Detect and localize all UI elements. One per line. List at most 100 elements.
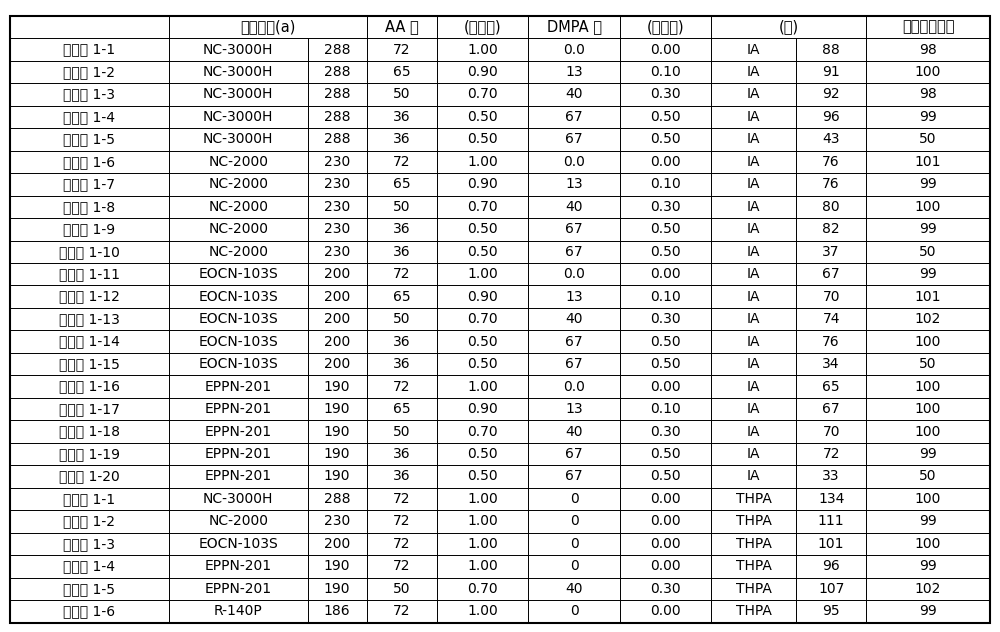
Text: 50: 50 bbox=[919, 132, 937, 147]
Bar bbox=[866, 308, 990, 331]
Text: 比较例 1-6: 比较例 1-6 bbox=[63, 604, 115, 618]
Text: 82: 82 bbox=[822, 222, 840, 236]
Bar bbox=[437, 533, 528, 555]
Bar bbox=[367, 308, 437, 331]
Bar bbox=[796, 600, 866, 623]
Text: 134: 134 bbox=[818, 492, 844, 506]
Bar bbox=[10, 128, 169, 150]
Text: 230: 230 bbox=[324, 155, 350, 169]
Text: 0.90: 0.90 bbox=[467, 178, 498, 191]
Text: 43: 43 bbox=[822, 132, 840, 147]
Bar bbox=[308, 578, 367, 600]
Bar bbox=[528, 398, 620, 420]
Bar bbox=[866, 61, 990, 83]
Text: 67: 67 bbox=[565, 447, 583, 461]
Bar bbox=[711, 510, 796, 533]
Text: NC-2000: NC-2000 bbox=[208, 178, 268, 191]
Bar bbox=[437, 375, 528, 398]
Bar bbox=[796, 443, 866, 465]
Bar bbox=[169, 106, 308, 128]
Text: DMPA 量: DMPA 量 bbox=[547, 20, 602, 35]
Bar bbox=[796, 218, 866, 241]
Text: IA: IA bbox=[747, 289, 761, 304]
Bar bbox=[796, 578, 866, 600]
Text: 190: 190 bbox=[324, 402, 350, 416]
Bar bbox=[620, 443, 711, 465]
Text: IA: IA bbox=[747, 380, 761, 394]
Text: 98: 98 bbox=[919, 87, 937, 102]
Bar bbox=[437, 465, 528, 488]
Text: 0.10: 0.10 bbox=[650, 178, 681, 191]
Bar bbox=[796, 510, 866, 533]
Text: 40: 40 bbox=[565, 87, 583, 102]
Bar bbox=[10, 398, 169, 420]
Text: 67: 67 bbox=[822, 267, 840, 281]
Bar bbox=[437, 420, 528, 443]
Text: 99: 99 bbox=[919, 222, 937, 236]
Text: 0.00: 0.00 bbox=[650, 514, 681, 528]
Text: THPA: THPA bbox=[736, 514, 772, 528]
Bar bbox=[711, 555, 796, 578]
Text: 实施例 1-9: 实施例 1-9 bbox=[63, 222, 115, 236]
Bar bbox=[711, 465, 796, 488]
Text: 96: 96 bbox=[822, 110, 840, 124]
Text: 230: 230 bbox=[324, 514, 350, 528]
Bar bbox=[169, 308, 308, 331]
Bar bbox=[711, 353, 796, 375]
Text: 72: 72 bbox=[393, 604, 410, 618]
Text: 1.00: 1.00 bbox=[467, 42, 498, 56]
Text: 33: 33 bbox=[822, 470, 840, 483]
Text: NC-2000: NC-2000 bbox=[208, 155, 268, 169]
Text: 实施例 1-7: 实施例 1-7 bbox=[63, 178, 115, 191]
Bar bbox=[711, 195, 796, 218]
Bar bbox=[866, 218, 990, 241]
Text: 0.0: 0.0 bbox=[563, 380, 585, 394]
Bar bbox=[620, 241, 711, 263]
Bar bbox=[711, 173, 796, 195]
Bar bbox=[528, 600, 620, 623]
Bar bbox=[437, 308, 528, 331]
Bar bbox=[711, 533, 796, 555]
Bar bbox=[620, 83, 711, 106]
Text: 实施例 1-2: 实施例 1-2 bbox=[63, 65, 115, 79]
Bar bbox=[796, 533, 866, 555]
Bar bbox=[528, 420, 620, 443]
Bar bbox=[437, 61, 528, 83]
Text: 0.90: 0.90 bbox=[467, 65, 498, 79]
Text: 13: 13 bbox=[565, 65, 583, 79]
Text: 0.00: 0.00 bbox=[650, 267, 681, 281]
Bar bbox=[437, 443, 528, 465]
Text: 0: 0 bbox=[570, 514, 578, 528]
Text: 101: 101 bbox=[915, 289, 941, 304]
Text: THPA: THPA bbox=[736, 537, 772, 551]
Text: 95: 95 bbox=[822, 604, 840, 618]
Text: 200: 200 bbox=[324, 289, 350, 304]
Text: 0.50: 0.50 bbox=[467, 245, 498, 258]
Text: EOCN-103S: EOCN-103S bbox=[198, 267, 278, 281]
Text: 0.50: 0.50 bbox=[467, 132, 498, 147]
Text: 67: 67 bbox=[565, 334, 583, 349]
Bar bbox=[10, 420, 169, 443]
Bar bbox=[711, 420, 796, 443]
Bar bbox=[796, 39, 866, 61]
Bar bbox=[169, 263, 308, 286]
Text: 36: 36 bbox=[393, 334, 411, 349]
Bar bbox=[620, 61, 711, 83]
Bar bbox=[528, 195, 620, 218]
Bar bbox=[437, 218, 528, 241]
Text: 92: 92 bbox=[822, 87, 840, 102]
Text: 99: 99 bbox=[919, 514, 937, 528]
Text: 100: 100 bbox=[915, 425, 941, 439]
Bar bbox=[437, 555, 528, 578]
Text: 98: 98 bbox=[919, 42, 937, 56]
Bar bbox=[620, 578, 711, 600]
Text: 50: 50 bbox=[393, 200, 410, 214]
Text: 1.00: 1.00 bbox=[467, 267, 498, 281]
Bar bbox=[367, 128, 437, 150]
Text: AA 量: AA 量 bbox=[385, 20, 419, 35]
Text: 0.50: 0.50 bbox=[467, 110, 498, 124]
Bar bbox=[10, 106, 169, 128]
Text: IA: IA bbox=[747, 132, 761, 147]
Bar bbox=[620, 195, 711, 218]
Bar bbox=[620, 308, 711, 331]
